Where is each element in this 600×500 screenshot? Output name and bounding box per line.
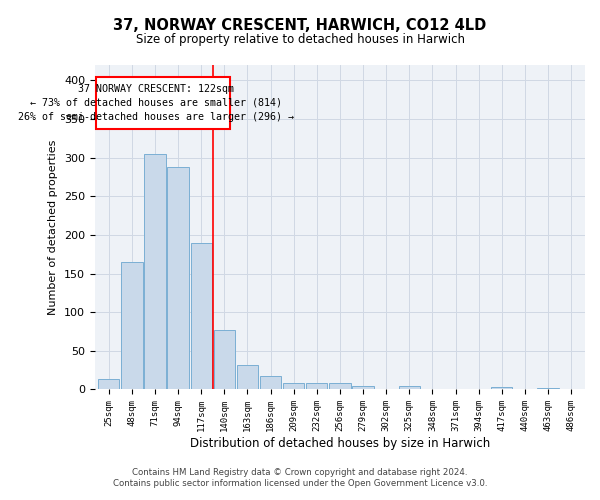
Bar — [352, 386, 374, 390]
Bar — [491, 387, 512, 390]
Bar — [121, 262, 143, 390]
Bar — [237, 365, 258, 390]
FancyBboxPatch shape — [96, 76, 230, 129]
Bar — [167, 167, 189, 390]
Bar — [283, 382, 304, 390]
Bar — [398, 386, 420, 390]
Y-axis label: Number of detached properties: Number of detached properties — [49, 140, 58, 315]
Bar — [538, 388, 559, 390]
Bar — [306, 384, 328, 390]
Text: 26% of semi-detached houses are larger (296) →: 26% of semi-detached houses are larger (… — [18, 112, 294, 122]
Text: 37, NORWAY CRESCENT, HARWICH, CO12 4LD: 37, NORWAY CRESCENT, HARWICH, CO12 4LD — [113, 18, 487, 32]
Bar — [214, 330, 235, 390]
X-axis label: Distribution of detached houses by size in Harwich: Distribution of detached houses by size … — [190, 437, 490, 450]
Text: Size of property relative to detached houses in Harwich: Size of property relative to detached ho… — [136, 32, 464, 46]
Bar — [260, 376, 281, 390]
Text: Contains HM Land Registry data © Crown copyright and database right 2024.
Contai: Contains HM Land Registry data © Crown c… — [113, 468, 487, 487]
Bar — [191, 242, 212, 390]
Bar — [98, 380, 119, 390]
Text: ← 73% of detached houses are smaller (814): ← 73% of detached houses are smaller (81… — [30, 98, 282, 108]
Text: 37 NORWAY CRESCENT: 122sqm: 37 NORWAY CRESCENT: 122sqm — [78, 84, 234, 94]
Bar — [329, 382, 350, 390]
Bar — [145, 154, 166, 390]
